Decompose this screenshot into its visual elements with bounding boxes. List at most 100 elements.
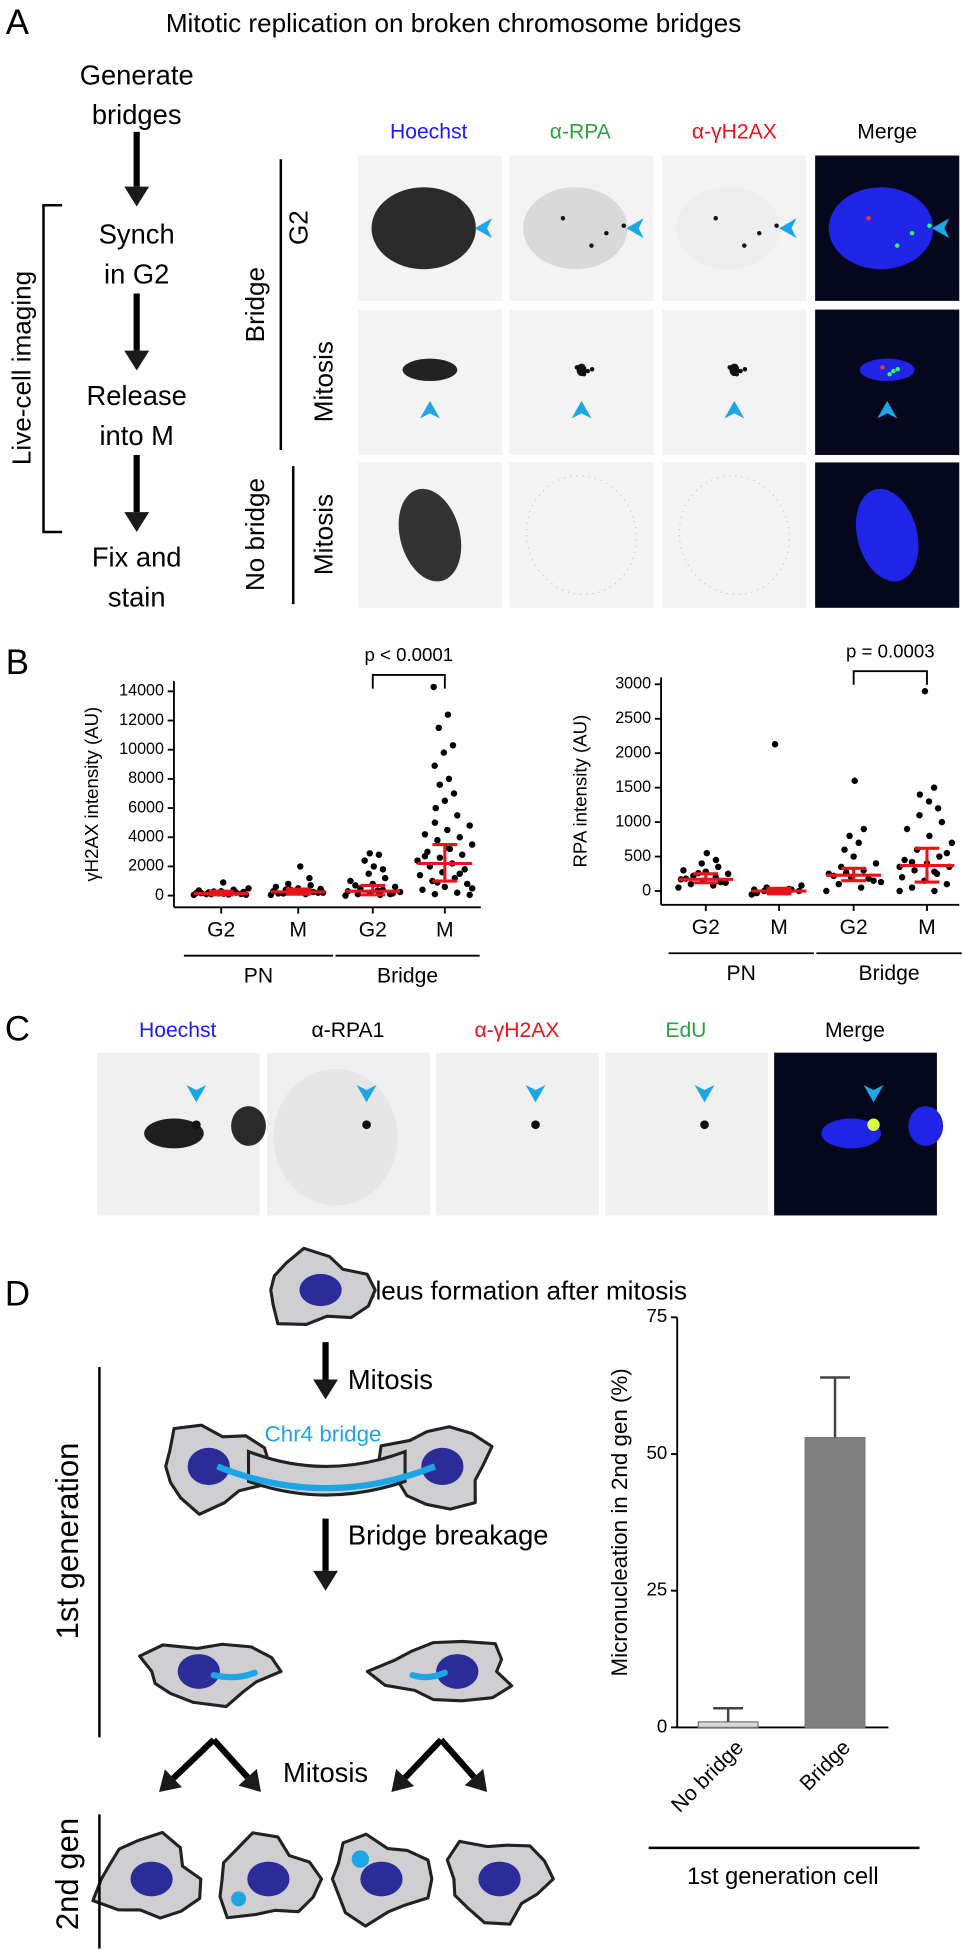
data-point	[347, 877, 354, 885]
data-point	[925, 798, 933, 805]
nucleus	[421, 1447, 464, 1486]
x-axis-label: 1st generation cell	[687, 1864, 879, 1890]
arrow-head	[391, 1769, 415, 1792]
data-point	[934, 805, 942, 812]
data-point	[352, 882, 359, 889]
data-point	[416, 871, 424, 879]
panel-letter: C	[5, 1011, 30, 1049]
significance-label: p < 0.0001	[365, 644, 454, 665]
data-point	[943, 849, 951, 857]
bracket-label: Live-cell imaging	[6, 271, 36, 465]
nucleus	[478, 1861, 521, 1897]
data-point	[431, 890, 439, 898]
data-point	[445, 775, 453, 783]
data-point	[908, 884, 916, 891]
focus	[713, 216, 718, 221]
focus	[894, 243, 900, 248]
data-point	[846, 832, 853, 840]
arrowhead-marker	[419, 400, 440, 419]
data-point	[440, 749, 448, 756]
panel-letter: B	[6, 644, 29, 682]
data-point	[675, 884, 682, 891]
data-point	[901, 856, 908, 864]
workflow-step: Release	[87, 380, 187, 411]
chromosomes	[398, 488, 462, 582]
data-point	[456, 870, 463, 877]
data-point	[219, 879, 227, 886]
focus	[589, 367, 595, 372]
workflow-step: stain	[108, 581, 166, 612]
generation-label: 2nd gen	[50, 1818, 85, 1930]
x-tick-label: M	[918, 916, 936, 939]
data-point	[366, 850, 373, 857]
data-point	[896, 887, 903, 895]
data-point	[855, 839, 862, 847]
data-point	[850, 853, 857, 860]
data-point	[870, 877, 877, 884]
focus	[585, 368, 590, 374]
data-point	[431, 819, 439, 826]
data-point	[748, 891, 755, 898]
data-point	[860, 825, 868, 833]
arrow-head	[124, 512, 150, 533]
chromosomes	[678, 475, 791, 596]
data-point	[916, 791, 924, 798]
chromosome-bridge	[216, 1463, 437, 1492]
y-tick-label: 14000	[119, 682, 164, 700]
data-point	[419, 886, 426, 894]
data-point	[724, 870, 732, 878]
data-point	[841, 846, 848, 853]
x-tick-label: No bridge	[667, 1736, 748, 1817]
data-point	[444, 826, 451, 834]
y-tick-label: 2000	[615, 743, 651, 761]
focus	[756, 230, 762, 236]
nucleus	[360, 1861, 403, 1897]
data-point	[381, 874, 389, 882]
group-label: PN	[244, 964, 273, 987]
data-point	[872, 860, 880, 867]
data-point	[466, 891, 473, 899]
significance-bracket	[852, 670, 928, 685]
data-point	[435, 724, 442, 732]
data-point	[454, 812, 461, 819]
column-header: α-RPA	[550, 121, 612, 144]
focus	[589, 243, 594, 248]
chromosomes	[908, 1106, 944, 1146]
micrograph	[509, 309, 654, 455]
data-point	[463, 880, 471, 888]
row-group-label: No bridge	[240, 478, 270, 591]
x-tick-label: G2	[692, 916, 720, 939]
data-point	[306, 874, 313, 882]
data-point	[449, 742, 457, 749]
focus	[880, 365, 885, 370]
focus	[774, 223, 779, 228]
step-label: Mitosis	[283, 1757, 368, 1788]
data-point	[926, 832, 933, 840]
x-tick-label: M	[289, 918, 307, 941]
row-group-label: Bridge	[240, 267, 270, 342]
data-point	[468, 885, 476, 892]
arrowhead-marker	[877, 400, 898, 419]
data-point	[714, 863, 722, 871]
data-point	[441, 797, 449, 805]
arrow-head	[124, 186, 150, 207]
data-point	[930, 784, 938, 791]
chromosomes	[859, 358, 915, 382]
workflow-step: Synch	[99, 219, 175, 250]
data-point	[698, 860, 705, 867]
arrowhead-marker	[356, 1084, 377, 1103]
y-axis-label: Micronucleation in 2nd gen (%)	[607, 1368, 632, 1676]
group-label: Bridge	[377, 964, 438, 987]
focus	[727, 365, 732, 370]
micrograph	[662, 309, 807, 455]
nucleus	[177, 1654, 220, 1689]
arrow-head	[159, 1769, 183, 1792]
data-point	[823, 887, 830, 895]
data-point	[421, 831, 429, 838]
focus	[927, 223, 932, 228]
data-point	[450, 790, 458, 797]
column-header: EdU	[665, 1019, 706, 1042]
focus	[191, 1120, 201, 1130]
micrograph	[357, 309, 503, 455]
